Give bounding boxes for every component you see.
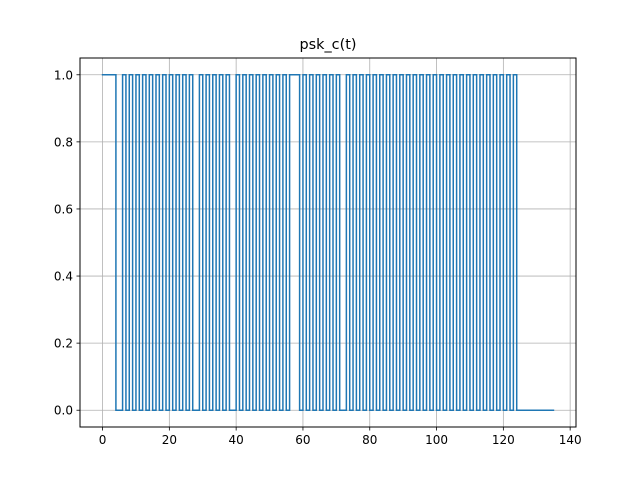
axes-frame <box>79 57 577 428</box>
chart-title: psk_c(t) <box>300 37 357 53</box>
y-tick-label: 0.8 <box>54 135 73 149</box>
series-line-psk-c <box>101 74 555 411</box>
x-tick-label: 140 <box>559 433 582 447</box>
x-tick-label: 0 <box>99 433 107 447</box>
y-tick-label: 0.0 <box>54 404 73 418</box>
series-layer <box>101 74 555 411</box>
y-tick-label: 0.4 <box>54 270 73 284</box>
y-tick-label: 1.0 <box>54 68 73 82</box>
x-tick-label: 120 <box>492 433 515 447</box>
x-tick-label: 60 <box>295 433 310 447</box>
tick-layer: 0 20 40 60 80 100 120 140 0.0 0.2 0.4 0.6 0.8 1.0 <box>54 68 582 447</box>
y-tick-label: 0.6 <box>54 202 73 216</box>
x-tick-label: 100 <box>425 433 448 447</box>
y-tick-label: 0.2 <box>54 337 73 351</box>
x-tick-label: 40 <box>229 433 244 447</box>
x-tick-label: 20 <box>162 433 177 447</box>
x-tick-label: 80 <box>362 433 377 447</box>
